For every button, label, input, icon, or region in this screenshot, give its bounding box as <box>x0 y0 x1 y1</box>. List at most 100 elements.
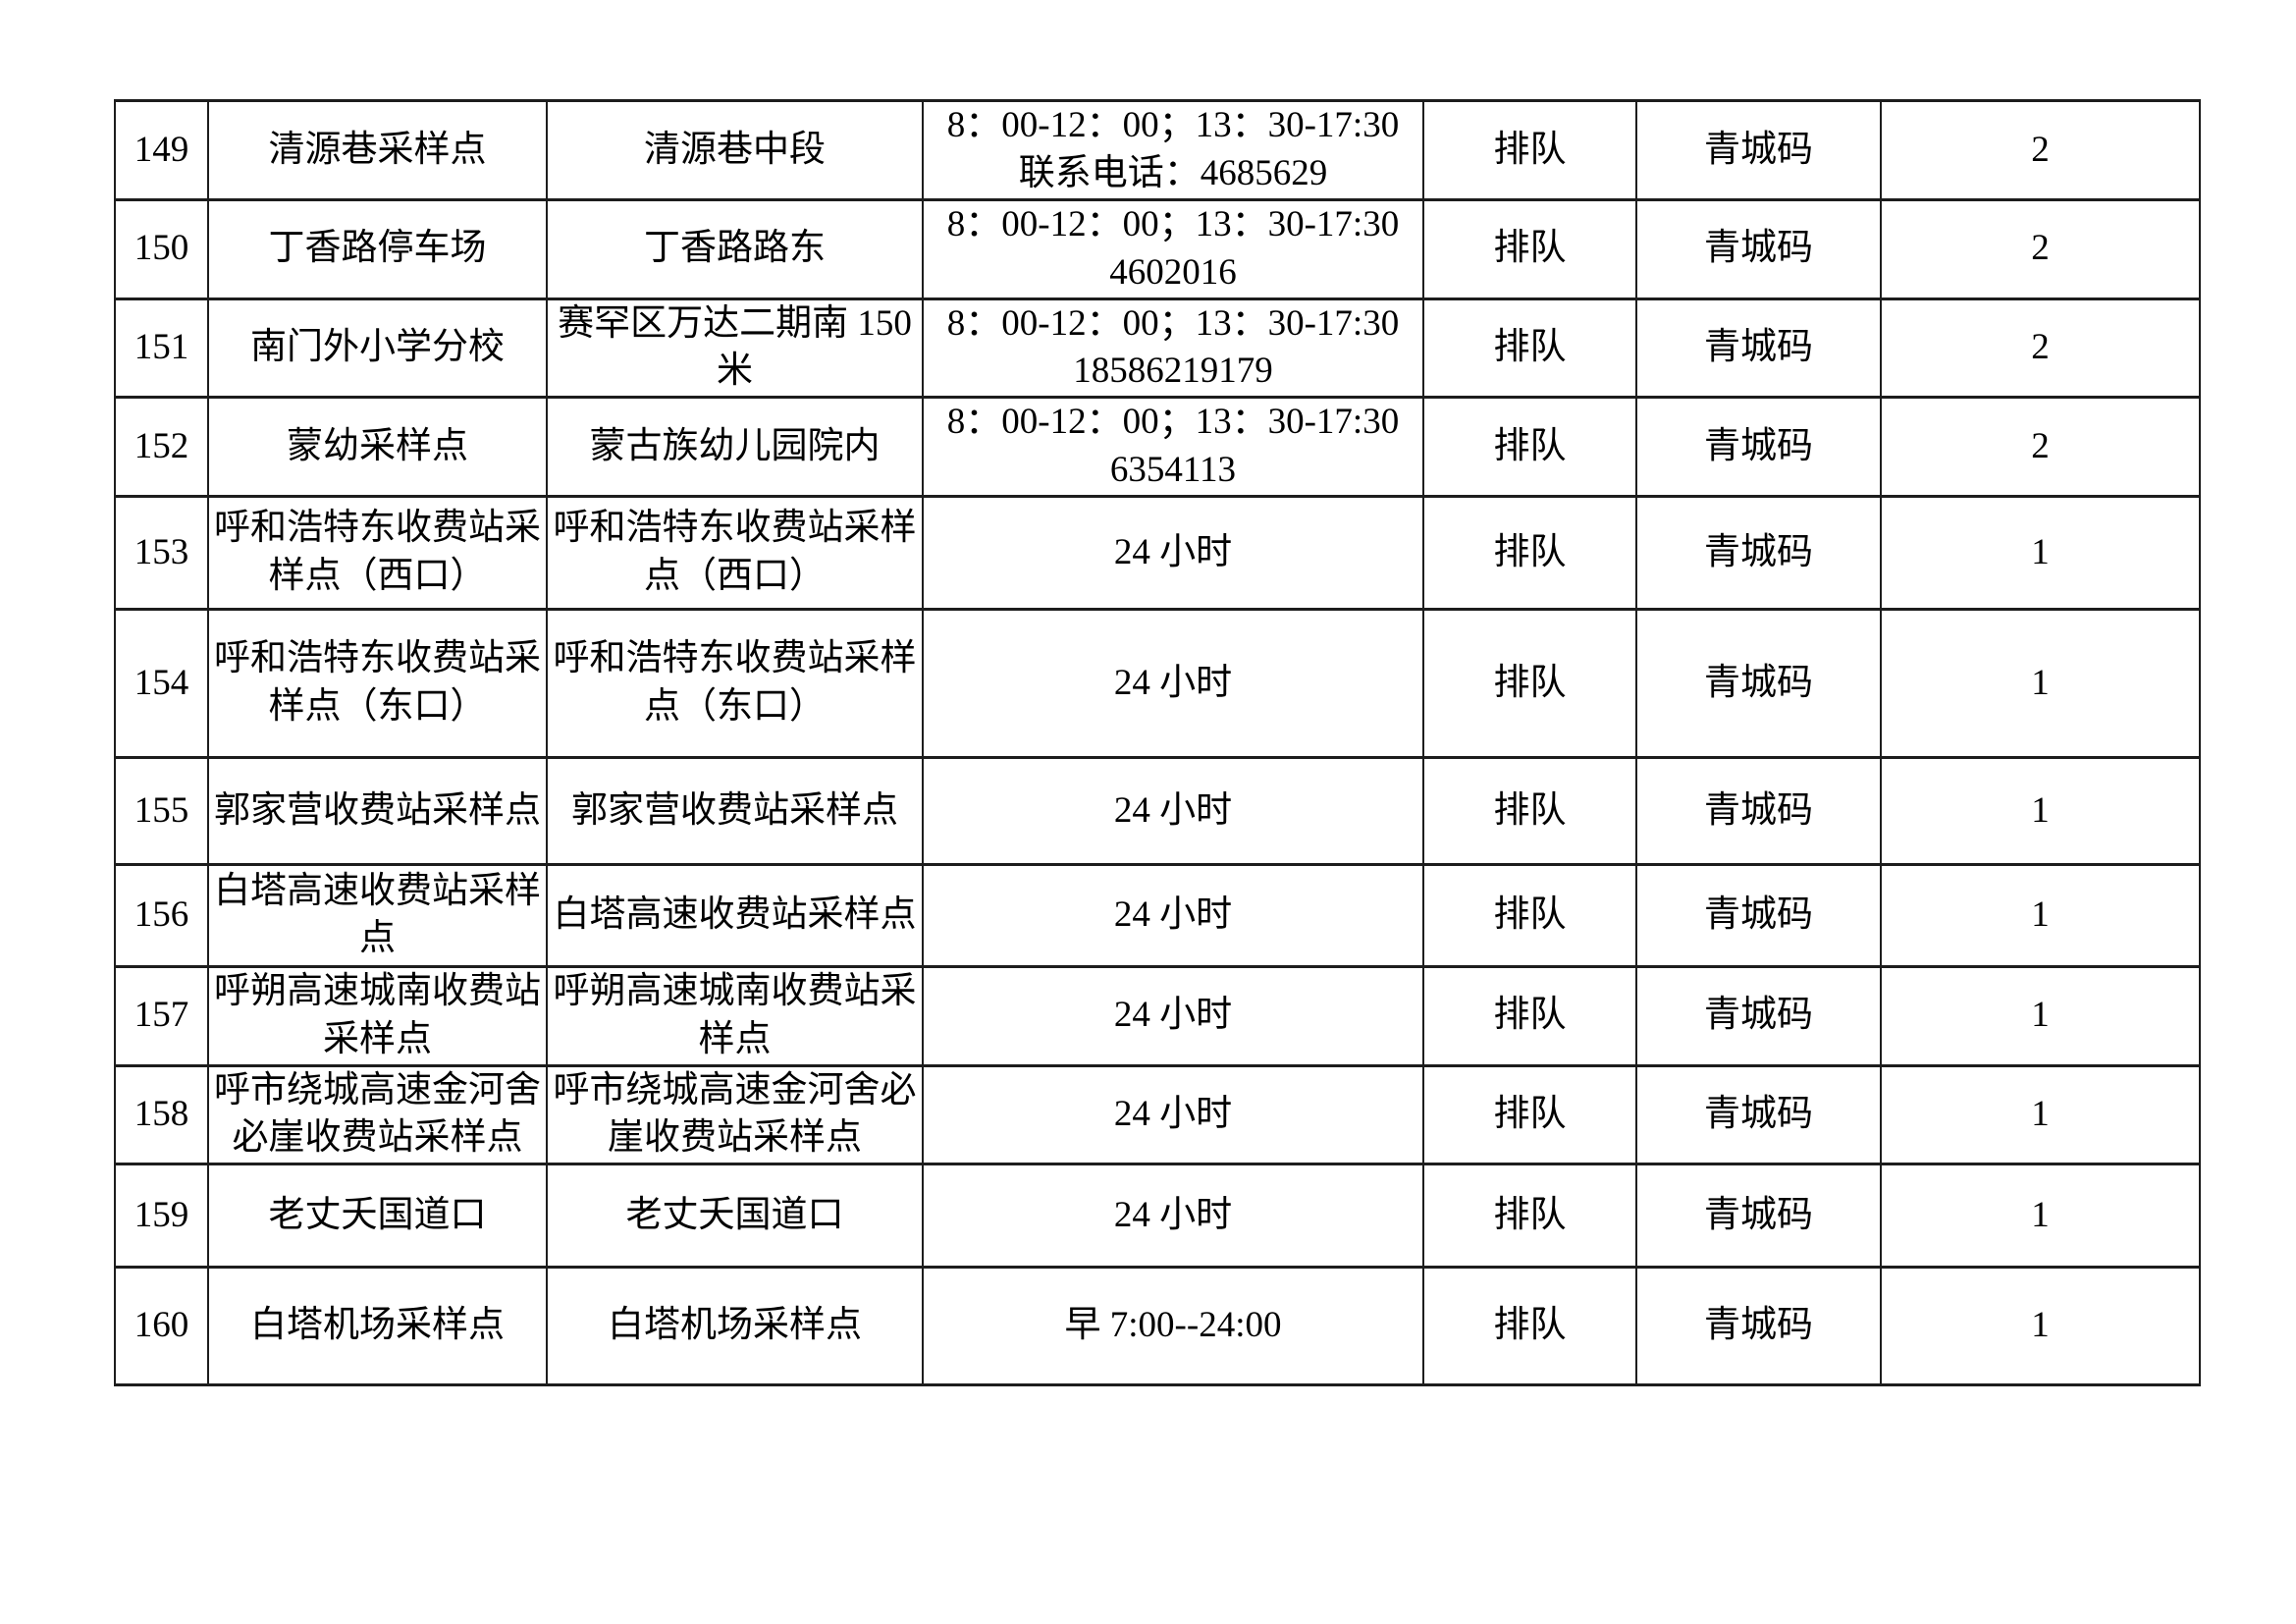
cell-site-name: 清源巷采样点 <box>207 99 548 201</box>
cell-health-code: 青城码 <box>1635 198 1882 300</box>
cell-service-hours: 24 小时 <box>922 755 1424 866</box>
cell-lane-count: 2 <box>1880 297 2201 400</box>
cell-queue-method: 排队 <box>1422 297 1637 400</box>
table-body: 149 清源巷采样点 清源巷中段 8：00-12：00；13：30-17:30 联系电话… <box>114 99 2201 1387</box>
cell-service-hours: 24 小时 <box>922 494 1424 611</box>
cell-queue-method: 排队 <box>1422 1063 1637 1166</box>
cell-lane-count: 1 <box>1880 494 2201 611</box>
cell-row-number: 155 <box>114 755 209 866</box>
cell-site-address: 赛罕区万达二期南 150 米 <box>546 297 924 400</box>
cell-row-number: 160 <box>114 1266 209 1387</box>
cell-health-code: 青城码 <box>1635 607 1882 759</box>
cell-site-address: 老丈夭国道口 <box>546 1163 924 1270</box>
cell-service-hours: 8：00-12：00；13：30-17:30 6354113 <box>922 396 1424 498</box>
cell-site-address: 蒙古族幼儿园院内 <box>546 396 924 498</box>
cell-queue-method: 排队 <box>1422 494 1637 611</box>
sampling-points-table: 149 清源巷采样点 清源巷中段 8：00-12：00；13：30-17:30 联系电话… <box>114 99 2201 1387</box>
cell-row-number: 153 <box>114 494 209 611</box>
cell-row-number: 159 <box>114 1163 209 1270</box>
cell-site-name: 呼市绕城高速金河舍必崖收费站采样点 <box>207 1063 548 1166</box>
service-hours-line1: 24 小时 <box>1113 894 1233 936</box>
service-hours-line1: 早 7:00--24:00 <box>1064 1305 1282 1346</box>
cell-lane-count: 1 <box>1880 862 2201 968</box>
cell-site-address: 呼和浩特东收费站采样点（西口） <box>546 494 924 611</box>
cell-health-code: 青城码 <box>1635 1266 1882 1387</box>
cell-lane-count: 1 <box>1880 964 2201 1067</box>
cell-service-hours: 8：00-12：00；13：30-17:30 联系电话：4685629 <box>922 99 1424 201</box>
table-row: 153 呼和浩特东收费站采样点（西口） 呼和浩特东收费站采样点（西口） 24 小时 排队… <box>114 494 2201 611</box>
cell-site-address: 白塔机场采样点 <box>546 1266 924 1387</box>
service-hours-line2: 4602016 <box>1109 251 1237 293</box>
cell-queue-method: 排队 <box>1422 862 1637 968</box>
table-row: 158 呼市绕城高速金河舍必崖收费站采样点 呼市绕城高速金河舍必崖收费站采样点 24 … <box>114 1063 2201 1166</box>
service-hours-line2: 6354113 <box>1109 450 1237 491</box>
service-hours-line2: 联系电话：4685629 <box>1018 153 1328 193</box>
cell-health-code: 青城码 <box>1635 964 1882 1067</box>
cell-site-name: 白塔机场采样点 <box>207 1266 548 1387</box>
cell-service-hours: 24 小时 <box>922 607 1424 759</box>
cell-lane-count: 2 <box>1880 198 2201 300</box>
cell-row-number: 152 <box>114 396 209 498</box>
service-hours-line1: 8：00-12：00；13：30-17:30 <box>946 105 1400 146</box>
table-row: 152 蒙幼采样点 蒙古族幼儿园院内 8：00-12：00；13：30-17:30 63… <box>114 396 2201 498</box>
service-hours-line1: 24 小时 <box>1113 995 1233 1036</box>
service-hours-line1: 24 小时 <box>1113 531 1233 572</box>
cell-queue-method: 排队 <box>1422 755 1637 866</box>
cell-site-name: 丁香路停车场 <box>207 198 548 300</box>
cell-row-number: 150 <box>114 198 209 300</box>
cell-site-address: 呼市绕城高速金河舍必崖收费站采样点 <box>546 1063 924 1166</box>
cell-site-name: 蒙幼采样点 <box>207 396 548 498</box>
cell-health-code: 青城码 <box>1635 755 1882 866</box>
service-hours-line1: 8：00-12：00；13：30-17:30 <box>946 402 1400 443</box>
cell-site-name: 南门外小学分校 <box>207 297 548 400</box>
cell-service-hours: 早 7:00--24:00 <box>922 1266 1424 1387</box>
cell-lane-count: 2 <box>1880 99 2201 201</box>
cell-site-name: 白塔高速收费站采样点 <box>207 862 548 968</box>
cell-row-number: 156 <box>114 862 209 968</box>
table-row: 160 白塔机场采样点 白塔机场采样点早 7:00--24:00 排队 青城码 1 <box>114 1266 2201 1387</box>
cell-queue-method: 排队 <box>1422 607 1637 759</box>
table-row: 159 老丈夭国道口 老丈夭国道口 24 小时 排队 青城码 1 <box>114 1163 2201 1270</box>
cell-lane-count: 1 <box>1880 1163 2201 1270</box>
cell-lane-count: 1 <box>1880 755 2201 866</box>
cell-queue-method: 排队 <box>1422 1266 1637 1387</box>
table-row: 149 清源巷采样点 清源巷中段 8：00-12：00；13：30-17:30 联系电话… <box>114 99 2201 201</box>
table-row: 155 郭家营收费站采样点 郭家营收费站采样点 24 小时 排队 青城码 1 <box>114 755 2201 866</box>
service-hours-line1: 24 小时 <box>1113 1094 1233 1135</box>
cell-queue-method: 排队 <box>1422 198 1637 300</box>
cell-queue-method: 排队 <box>1422 1163 1637 1270</box>
service-hours-line1: 8：00-12：00；13：30-17:30 <box>946 302 1400 344</box>
cell-service-hours: 24 小时 <box>922 964 1424 1067</box>
cell-health-code: 青城码 <box>1635 297 1882 400</box>
cell-site-address: 丁香路路东 <box>546 198 924 300</box>
cell-health-code: 青城码 <box>1635 396 1882 498</box>
service-hours-line1: 8：00-12：00；13：30-17:30 <box>946 204 1400 244</box>
cell-row-number: 151 <box>114 297 209 400</box>
cell-site-address: 呼和浩特东收费站采样点（东口） <box>546 607 924 759</box>
cell-site-name: 呼朔高速城南收费站采样点 <box>207 964 548 1067</box>
cell-service-hours: 8：00-12：00；13：30-17:30 4602016 <box>922 198 1424 300</box>
table-row: 151 南门外小学分校 赛罕区万达二期南 150 米 8：00-12：00；13：30… <box>114 297 2201 400</box>
cell-row-number: 157 <box>114 964 209 1067</box>
cell-queue-method: 排队 <box>1422 964 1637 1067</box>
table-row: 156 白塔高速收费站采样点 白塔高速收费站采样点 24 小时 排队 青城码 1 <box>114 862 2201 968</box>
cell-site-name: 呼和浩特东收费站采样点（西口） <box>207 494 548 611</box>
cell-service-hours: 24 小时 <box>922 862 1424 968</box>
table-row: 150 丁香路停车场 丁香路路东 8：00-12：00；13：30-17:30 4602… <box>114 198 2201 300</box>
cell-site-address: 郭家营收费站采样点 <box>546 755 924 866</box>
table-row: 157 呼朔高速城南收费站采样点 呼朔高速城南收费站采样点 24 小时 排队 青城码 1 <box>114 964 2201 1067</box>
service-hours-line1: 24 小时 <box>1113 1194 1233 1235</box>
cell-row-number: 149 <box>114 99 209 201</box>
cell-site-name: 郭家营收费站采样点 <box>207 755 548 866</box>
service-hours-line1: 24 小时 <box>1113 662 1233 703</box>
table-row: 154 呼和浩特东收费站采样点（东口） 呼和浩特东收费站采样点（东口） 24 小时 排队… <box>114 607 2201 759</box>
cell-health-code: 青城码 <box>1635 1063 1882 1166</box>
service-hours-line1: 24 小时 <box>1113 789 1233 831</box>
cell-lane-count: 1 <box>1880 1063 2201 1166</box>
cell-site-address: 呼朔高速城南收费站采样点 <box>546 964 924 1067</box>
cell-health-code: 青城码 <box>1635 494 1882 611</box>
cell-queue-method: 排队 <box>1422 396 1637 498</box>
cell-health-code: 青城码 <box>1635 862 1882 968</box>
cell-lane-count: 1 <box>1880 607 2201 759</box>
cell-service-hours: 8：00-12：00；13：30-17:30 18586219179 <box>922 297 1424 400</box>
